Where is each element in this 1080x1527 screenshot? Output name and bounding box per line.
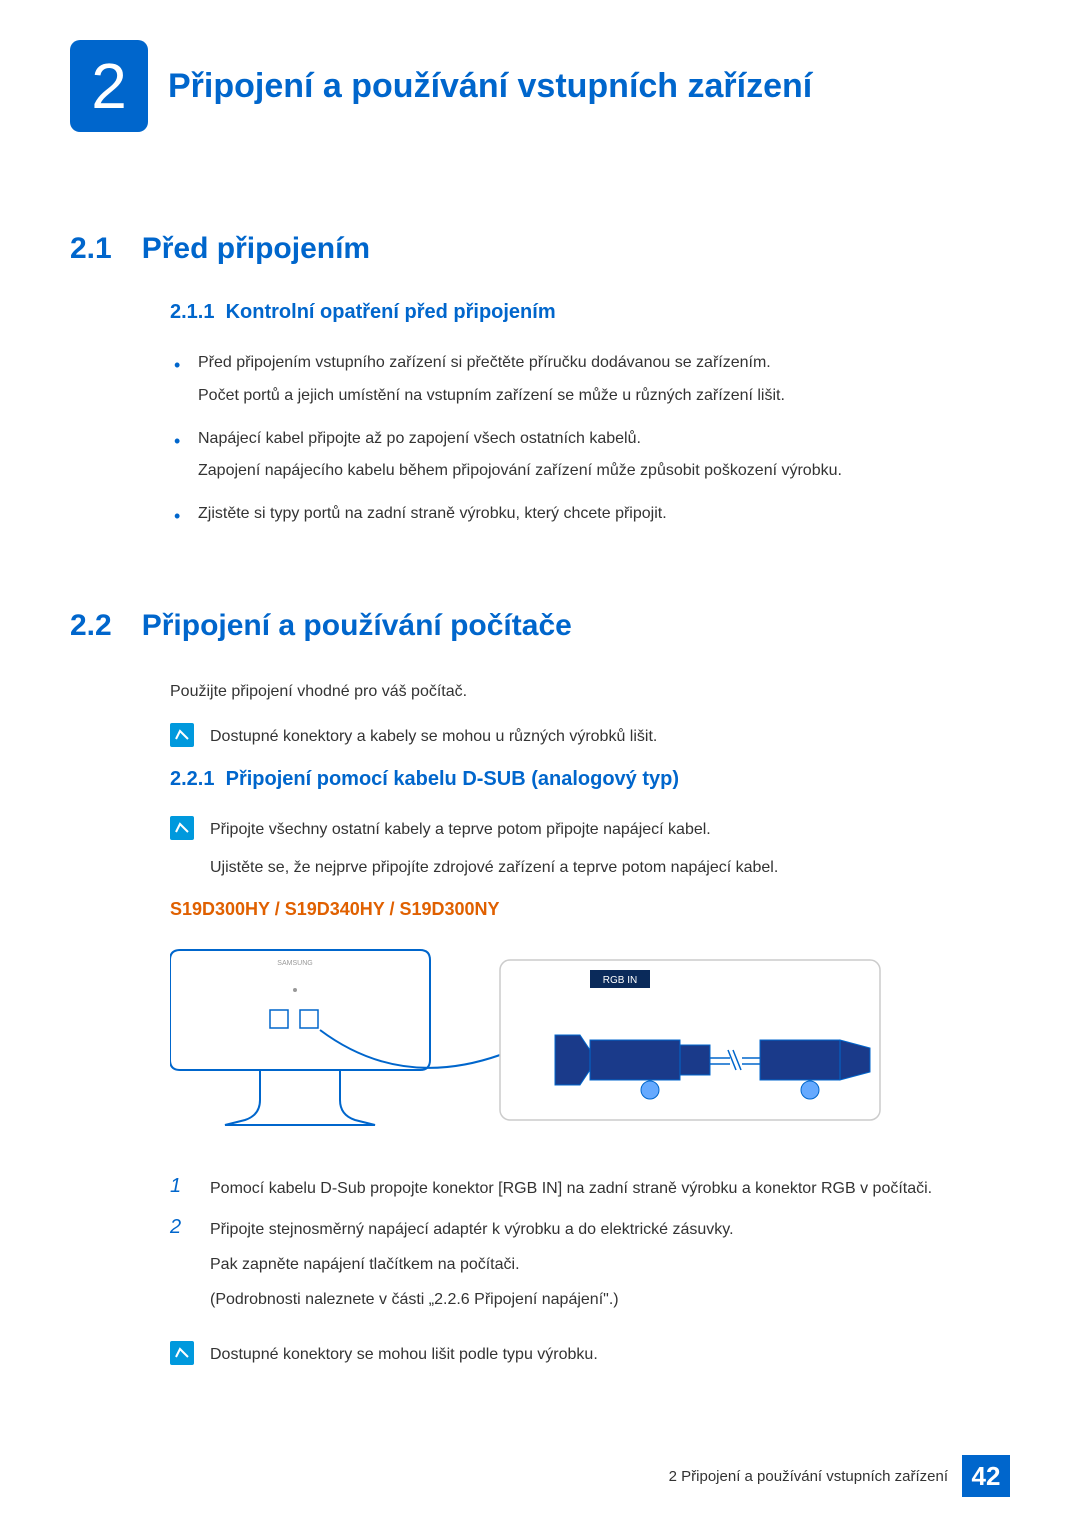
chapter-title: Připojení a používání vstupních zařízení — [168, 67, 812, 106]
bullet-text: Napájecí kabel připojte až po zapojení v… — [198, 430, 641, 447]
footer-text: 2 Připojení a používání vstupních zaříze… — [669, 1468, 948, 1485]
note-block: Dostupné konektory a kabely se mohou u r… — [170, 723, 1010, 750]
subsection-number: 2.1.1 — [170, 301, 214, 323]
step-number: 1 — [170, 1175, 190, 1202]
section-title: Před připojením — [142, 232, 370, 266]
bullet-text: Před připojením vstupního zařízení si př… — [198, 354, 771, 371]
section-title: Připojení a používání počítače — [142, 609, 572, 643]
note-text: Dostupné konektory se mohou lišit podle … — [210, 1341, 598, 1368]
note-line: Ujistěte se, že nejprve připojíte zdrojo… — [210, 854, 778, 881]
note-block: Dostupné konektory se mohou lišit podle … — [170, 1341, 1010, 1368]
page-footer: 2 Připojení a používání vstupních zaříze… — [669, 1455, 1010, 1497]
section-number: 2.1 — [70, 232, 112, 266]
bullet-text: Zjistěte si typy portů na zadní straně v… — [198, 505, 667, 522]
note-text: Připojte všechny ostatní kabely a teprve… — [210, 816, 778, 880]
subsection-number: 2.2.1 — [170, 768, 214, 790]
step-text: Připojte stejnosměrný napájecí adaptér k… — [210, 1216, 734, 1314]
subsection-heading: 2.2.1 Připojení pomocí kabelu D-SUB (ana… — [170, 768, 1010, 791]
note-block: Připojte všechny ostatní kabely a teprve… — [170, 816, 1010, 880]
section-number: 2.2 — [70, 609, 112, 643]
connection-diagram: SAMSUNG RGB IN — [170, 940, 1010, 1145]
note-text: Dostupné konektory a kabely se mohou u r… — [210, 723, 657, 750]
note-icon — [170, 723, 194, 747]
note-icon — [170, 1341, 194, 1365]
step-line: Připojte stejnosměrný napájecí adaptér k… — [210, 1221, 734, 1238]
bullet-text: Počet portů a jejich umístění na vstupní… — [198, 382, 1010, 411]
dsub-connector-icon — [760, 1040, 870, 1099]
monitor-back-icon: SAMSUNG — [170, 950, 430, 1125]
model-heading-block: S19D300HY / S19D340HY / S19D300NY — [170, 899, 1010, 920]
subsection-heading: 2.1.1 Kontrolní opatření před připojením — [170, 301, 1010, 324]
subsection-2-2-1: 2.2.1 Připojení pomocí kabelu D-SUB (ana… — [170, 768, 1010, 791]
chapter-number-badge: 2 — [70, 40, 148, 132]
page-number: 42 — [962, 1455, 1010, 1497]
port-detail-box: RGB IN — [500, 960, 880, 1120]
bullet-list: Před připojením vstupního zařízení si př… — [170, 349, 1010, 529]
steps-list: 1 Pomocí kabelu D-Sub propojte konektor … — [170, 1175, 1010, 1314]
step-line: Pak zapněte napájení tlačítkem na počíta… — [210, 1251, 734, 1278]
svg-text:SAMSUNG: SAMSUNG — [277, 960, 312, 967]
intro-text: Použijte připojení vhodné pro váš počíta… — [170, 678, 1010, 705]
subsection-2-1-1: 2.1.1 Kontrolní opatření před připojením… — [170, 301, 1010, 529]
step-number: 2 — [170, 1216, 190, 1314]
list-item: Před připojením vstupního zařízení si př… — [170, 349, 1010, 411]
section-2-1: 2.1 Před připojením — [70, 232, 1010, 266]
subsection-title: Kontrolní opatření před připojením — [226, 301, 556, 323]
note-line: Připojte všechny ostatní kabely a teprve… — [210, 821, 711, 838]
section-2-2: 2.2 Připojení a používání počítače — [70, 609, 1010, 643]
dsub-connector-icon — [555, 1035, 710, 1099]
bullet-text: Zapojení napájecího kabelu během připojo… — [198, 457, 1010, 486]
list-item: Zjistěte si typy portů na zadní straně v… — [170, 500, 1010, 529]
rgb-in-label: RGB IN — [603, 975, 637, 986]
chapter-header: 2 Připojení a používání vstupních zaříze… — [70, 40, 1010, 132]
step-text: Pomocí kabelu D-Sub propojte konektor [R… — [210, 1175, 932, 1202]
model-heading: S19D300HY / S19D340HY / S19D300NY — [170, 899, 1010, 920]
step-item: 2 Připojte stejnosměrný napájecí adaptér… — [170, 1216, 1010, 1314]
list-item: Napájecí kabel připojte až po zapojení v… — [170, 425, 1010, 487]
step-line: (Podrobnosti naleznete v části „2.2.6 Př… — [210, 1286, 734, 1313]
manual-page: 2 Připojení a používání vstupních zaříze… — [0, 0, 1080, 1369]
step-item: 1 Pomocí kabelu D-Sub propojte konektor … — [170, 1175, 1010, 1202]
note-icon — [170, 816, 194, 840]
subsection-title: Připojení pomocí kabelu D-SUB (analogový… — [226, 768, 679, 790]
